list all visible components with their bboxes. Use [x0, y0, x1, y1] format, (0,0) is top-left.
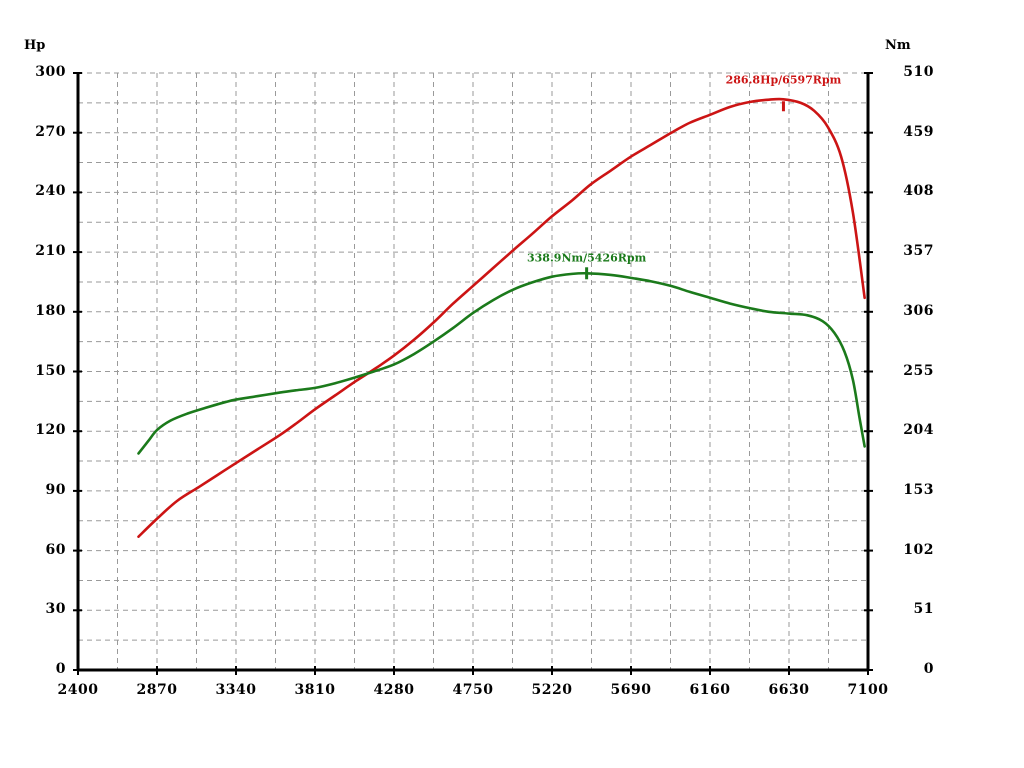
y2-axis-tick-label: 357: [903, 243, 934, 260]
y-axis-tick-label: 30: [45, 601, 66, 618]
left-axis-title: Hp: [24, 38, 46, 53]
x-axis-tick-label: 2870: [136, 682, 178, 698]
x-axis-tick-label: 5220: [531, 682, 573, 698]
y2-axis-tick-label: 255: [903, 362, 934, 379]
y-axis-tick-label: 60: [45, 541, 66, 558]
right-axis-title: Nm: [885, 38, 911, 53]
series-line-torque: [137, 271, 866, 455]
y-axis-tick-label: 0: [55, 661, 66, 677]
y2-axis-tick-label: 306: [903, 302, 934, 319]
annotation-label-peak-power: 286.8Hp/6597Rpm: [726, 73, 842, 86]
y-axis-tick-label: 90: [45, 481, 66, 498]
x-axis-tick-label: 5690: [610, 682, 652, 698]
x-axis-tick-label: 2400: [57, 682, 99, 698]
annotation-layer: 286.8Hp/6597Rpm 338.9Nm/5426Rpm: [527, 73, 842, 280]
y-axis-tick-label: 300: [35, 64, 66, 80]
x-axis-tick-label: 3810: [294, 682, 336, 698]
y2-axis-tick-label: 0: [923, 661, 934, 677]
axis-ticks: [73, 72, 873, 675]
y2-axis-tick-label: 510: [903, 64, 934, 80]
annotation-label-peak-torque: 338.9Nm/5426Rpm: [527, 251, 647, 264]
y2-axis-tick-label: 51: [913, 601, 934, 618]
y-axis-tick-label: 180: [35, 302, 66, 319]
x-axis-tick-label: 3340: [215, 682, 257, 698]
x-axis-tick-label: 4280: [373, 682, 415, 698]
y-axis-tick-label: 240: [35, 183, 66, 200]
y2-axis-tick-label: 459: [903, 123, 934, 140]
y-axis-tick-label: 120: [35, 422, 66, 439]
y2-axis-tick-label: 408: [903, 183, 934, 200]
y-axis-tick-label: 270: [35, 123, 66, 140]
x-axis-tick-label: 6160: [689, 682, 731, 698]
y-axis-tick-label: 210: [35, 243, 66, 260]
y2-axis-tick-label: 204: [903, 422, 934, 439]
x-axis-tick-label: 6630: [768, 682, 810, 698]
y2-axis-tick-label: 153: [903, 481, 934, 498]
x-axis-tick-label: 4750: [452, 682, 494, 698]
series-line-power: [137, 97, 866, 538]
x-axis-tick-label: 7100: [847, 682, 889, 698]
series-layer: [137, 97, 866, 538]
y-axis-tick-label: 150: [35, 362, 66, 379]
y2-axis-tick-label: 102: [903, 541, 934, 558]
